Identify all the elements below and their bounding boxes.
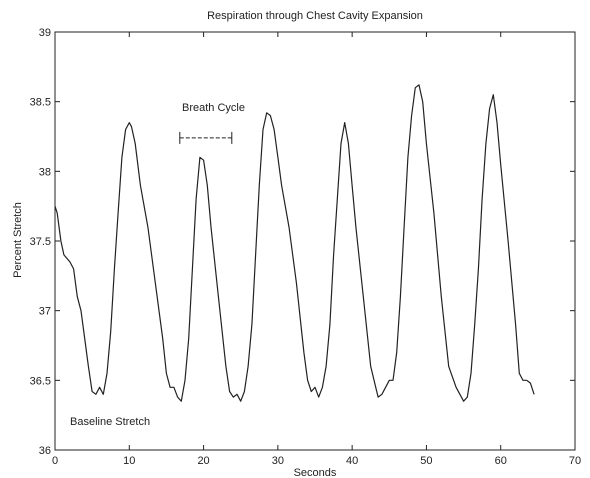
- y-tick-label: 38.5: [30, 97, 51, 109]
- x-tick-label: 30: [272, 455, 284, 467]
- series-line: [54, 84, 535, 402]
- x-tick-label: 60: [495, 455, 507, 467]
- y-tick-label: 36: [39, 445, 51, 457]
- x-tick-label: 10: [123, 455, 135, 467]
- x-axis-label: Seconds: [294, 467, 337, 478]
- x-tick-label: 70: [569, 455, 581, 467]
- y-axis-ticks: 36 36.5 37 37.5 38 38.5 39: [30, 27, 575, 457]
- x-tick-label: 40: [346, 455, 358, 467]
- y-tick-label: 39: [39, 27, 51, 39]
- breath-cycle-marker: [179, 131, 233, 144]
- y-tick-label: 37.5: [30, 236, 51, 248]
- annotation-breath-cycle: Breath Cycle: [182, 102, 245, 114]
- y-tick-label: 37: [39, 306, 51, 318]
- x-tick-label: 0: [52, 455, 58, 467]
- y-tick-label: 38: [39, 166, 51, 178]
- y-tick-label: 36.5: [30, 375, 51, 387]
- x-tick-label: 20: [197, 455, 209, 467]
- annotation-baseline-stretch: Baseline Stretch: [70, 416, 150, 428]
- x-tick-label: 50: [420, 455, 432, 467]
- x-axis-ticks: 0 10 20 30 40 50 60 70: [52, 32, 581, 467]
- chart-title: Respiration through Chest Cavity Expansi…: [207, 10, 423, 22]
- y-axis-label: Percent Stretch: [12, 202, 24, 278]
